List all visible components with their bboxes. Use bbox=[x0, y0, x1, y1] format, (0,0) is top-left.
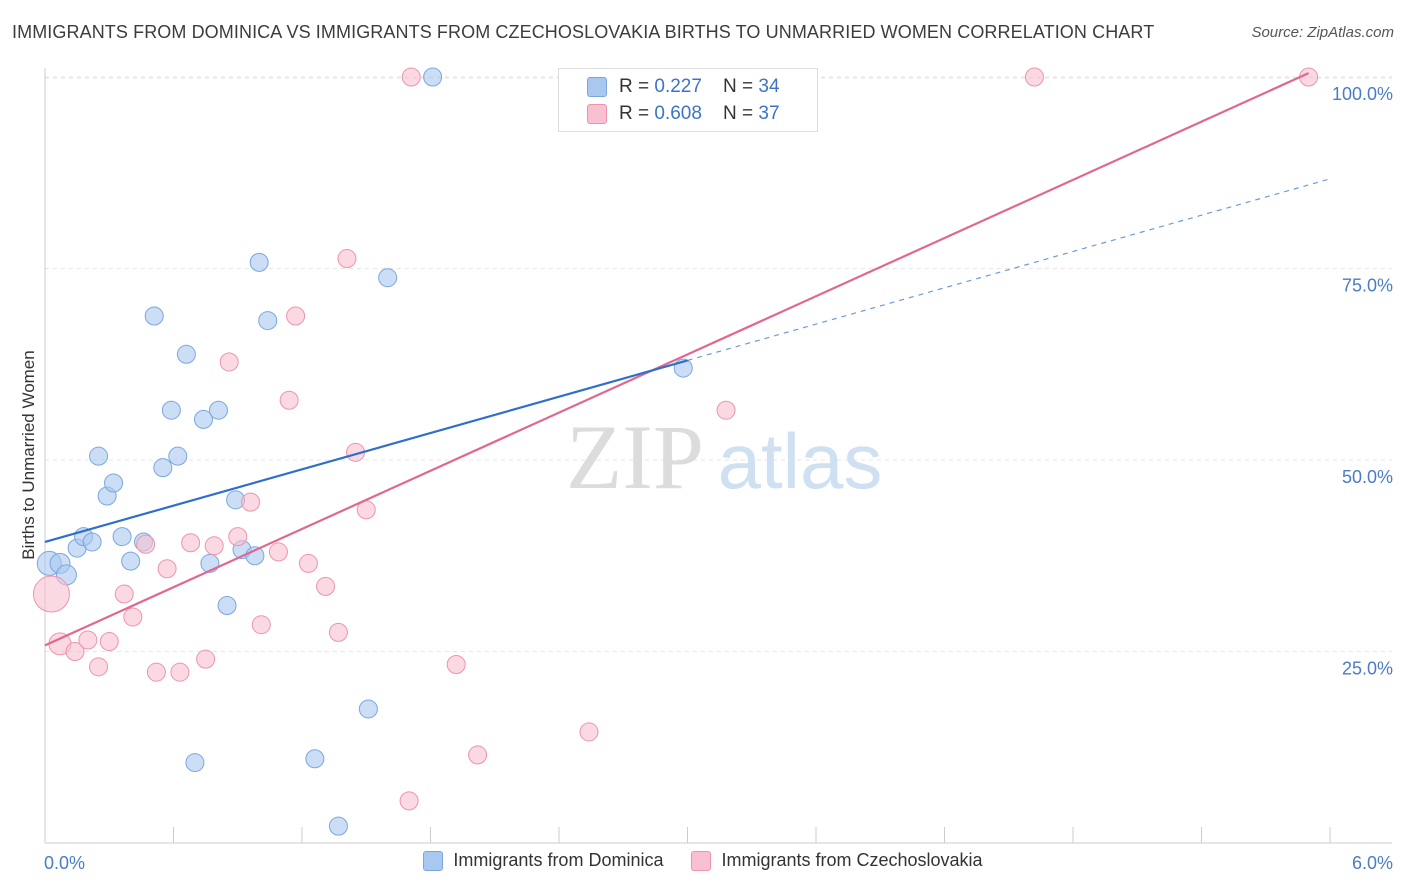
czechoslovakia-point bbox=[468, 745, 488, 765]
czechoslovakia-point bbox=[401, 67, 421, 87]
dominica-point bbox=[82, 532, 102, 552]
czechoslovakia-trend-line bbox=[44, 72, 1310, 647]
dominica-point bbox=[144, 306, 164, 326]
stats-text-czechoslovakia: R = 0.608 N = 37 bbox=[619, 103, 780, 125]
y-tick-label: 50.0% bbox=[1342, 467, 1393, 487]
legend-swatch-dominica bbox=[423, 850, 444, 871]
legend-label-czechoslovakia: Immigrants from Czechoslovakia bbox=[721, 850, 983, 870]
dominica-point bbox=[208, 400, 228, 420]
czechoslovakia-point bbox=[279, 390, 299, 410]
dominica-point bbox=[153, 458, 173, 478]
dominica-point bbox=[217, 596, 237, 616]
r-value: 0.227 bbox=[654, 76, 702, 97]
czechoslovakia-point bbox=[399, 791, 419, 811]
dominica-point bbox=[121, 551, 141, 571]
r-label: R = bbox=[619, 103, 655, 124]
dominica-point bbox=[358, 699, 378, 719]
legend-item-czechoslovakia: Immigrants from Czechoslovakia bbox=[691, 850, 983, 871]
czechoslovakia-point bbox=[99, 632, 119, 652]
czechoslovakia-point bbox=[579, 722, 599, 742]
czechoslovakia-point bbox=[228, 527, 248, 547]
czechoslovakia-point bbox=[241, 492, 261, 512]
y-tick-label: 25.0% bbox=[1342, 659, 1393, 679]
czechoslovakia-point bbox=[219, 352, 239, 372]
czechoslovakia-point bbox=[286, 306, 306, 326]
czechoslovakia-point bbox=[114, 584, 134, 604]
x-tick-label: 0.0% bbox=[44, 853, 85, 873]
y-tick-label: 75.0% bbox=[1342, 276, 1393, 296]
czechoslovakia-point bbox=[1024, 67, 1044, 87]
czechoslovakia-point bbox=[328, 622, 348, 642]
czechoslovakia-point bbox=[78, 630, 98, 650]
czechoslovakia-point bbox=[181, 533, 201, 553]
czechoslovakia-point bbox=[204, 536, 224, 556]
stats-swatch-dominica bbox=[587, 77, 607, 97]
tick-labels: 25.0% 50.0% 75.0% 100.0% 0.0% 6.0% bbox=[44, 84, 1393, 873]
trend-lines bbox=[44, 72, 1331, 647]
watermark-zip: ZIP bbox=[566, 406, 704, 508]
dominica-point bbox=[176, 344, 196, 364]
dominica-point bbox=[168, 446, 188, 466]
n-label: N = bbox=[723, 103, 759, 124]
x-tick-label: 6.0% bbox=[1352, 853, 1393, 873]
dominica-point bbox=[161, 400, 181, 420]
r-value: 0.608 bbox=[654, 103, 702, 124]
dominica-point bbox=[104, 473, 124, 493]
czechoslovakia-point bbox=[337, 249, 357, 269]
dominica-point bbox=[112, 527, 132, 547]
legend-swatch-czechoslovakia bbox=[691, 850, 712, 871]
n-label: N = bbox=[723, 76, 759, 97]
dominica-point bbox=[328, 816, 348, 836]
y-axis-label: Births to Unmarried Women bbox=[19, 350, 38, 559]
czechoslovakia-point bbox=[298, 553, 318, 573]
stats-legend: R = 0.227 N = 34 R = 0.608 N = 37 bbox=[558, 68, 818, 132]
czechoslovakia-point bbox=[316, 576, 336, 596]
dominica-point bbox=[378, 268, 398, 288]
legend-label-dominica: Immigrants from Dominica bbox=[453, 850, 664, 870]
czechoslovakia-point bbox=[196, 649, 216, 669]
czechoslovakia-point bbox=[89, 657, 109, 677]
czechoslovakia-point bbox=[446, 655, 466, 675]
source-credit: Source: ZipAtlas.com bbox=[1251, 24, 1394, 41]
dominica-trend-extension bbox=[687, 178, 1331, 361]
czechoslovakia-point bbox=[123, 607, 143, 627]
czechoslovakia-point bbox=[170, 662, 190, 682]
n-value: 37 bbox=[758, 103, 780, 124]
dominica-point bbox=[185, 753, 205, 773]
stats-text-dominica: R = 0.227 N = 34 bbox=[619, 76, 780, 98]
chart-title: IMMIGRANTS FROM DOMINICA VS IMMIGRANTS F… bbox=[12, 22, 1155, 42]
dominica-point bbox=[89, 446, 109, 466]
n-value: 34 bbox=[758, 76, 780, 97]
czechoslovakia-point bbox=[65, 642, 85, 661]
dominica-point bbox=[305, 749, 325, 769]
stats-swatch-czechoslovakia bbox=[587, 104, 607, 124]
grid-lines bbox=[45, 76, 1392, 652]
czechoslovakia-point bbox=[32, 575, 70, 613]
dominica-point bbox=[249, 252, 269, 272]
data-points bbox=[32, 67, 1319, 836]
czechoslovakia-point bbox=[268, 542, 288, 562]
r-label: R = bbox=[619, 76, 655, 97]
bottom-legend: Immigrants from Dominica Immigrants from… bbox=[0, 850, 1406, 871]
czechoslovakia-point bbox=[251, 615, 271, 635]
czechoslovakia-point bbox=[146, 662, 166, 682]
dominica-trend-line bbox=[44, 359, 688, 544]
y-tick-label: 100.0% bbox=[1332, 84, 1393, 104]
watermark-atlas: atlas bbox=[718, 417, 883, 505]
czechoslovakia-point bbox=[716, 400, 736, 420]
legend-item-dominica: Immigrants from Dominica bbox=[423, 850, 663, 871]
dominica-point bbox=[423, 67, 443, 87]
czechoslovakia-point bbox=[136, 534, 156, 554]
dominica-point bbox=[258, 311, 278, 331]
axes bbox=[44, 68, 1392, 844]
dominica-point bbox=[193, 409, 213, 429]
czechoslovakia-point bbox=[157, 559, 177, 579]
